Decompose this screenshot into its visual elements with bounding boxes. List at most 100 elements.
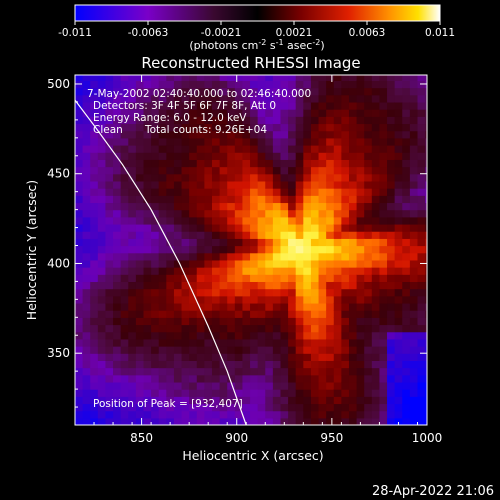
heatmap-cell	[242, 173, 251, 182]
heatmap-cell	[402, 381, 411, 390]
y-tick-label: 350	[47, 346, 70, 360]
heatmap-cell	[189, 137, 198, 146]
heatmap-cell	[387, 109, 396, 117]
heatmap-cell	[326, 295, 335, 304]
heatmap-cell	[82, 302, 91, 311]
heatmap-cell	[387, 252, 396, 261]
heatmap-cell	[173, 331, 183, 340]
heatmap-cell	[333, 137, 342, 146]
heatmap-cell	[280, 159, 289, 168]
heatmap-cell	[280, 396, 289, 405]
heatmap-cell	[364, 216, 373, 225]
heatmap-cell	[356, 173, 365, 182]
heatmap-cell	[189, 252, 198, 261]
heatmap-cell	[371, 152, 381, 160]
heatmap-cell	[227, 173, 236, 182]
heatmap-cell	[90, 267, 99, 275]
heatmap-cell	[196, 403, 205, 412]
heatmap-cell	[310, 381, 320, 390]
heatmap-cell	[189, 331, 198, 340]
heatmap-cell	[341, 223, 350, 232]
colorbar	[74, 4, 441, 22]
heatmap-cell	[181, 252, 190, 261]
heatmap-cell	[326, 374, 335, 383]
heatmap-cell	[113, 159, 122, 168]
heatmap-cell	[356, 417, 365, 425]
heatmap-cell	[242, 238, 251, 247]
heatmap-cell	[181, 75, 190, 81]
heatmap-cell	[379, 94, 388, 103]
heatmap-cell	[409, 381, 419, 390]
heatmap-cell	[173, 410, 183, 419]
heatmap-cell	[341, 173, 350, 182]
heatmap-cell	[295, 396, 304, 405]
heatmap-cell	[356, 374, 365, 383]
heatmap-cell	[135, 403, 145, 412]
heatmap-cell	[82, 374, 91, 383]
heatmap-cell	[82, 223, 91, 232]
heatmap-cell	[211, 259, 221, 268]
heatmap-cell	[75, 152, 84, 160]
heatmap-cell	[90, 360, 99, 369]
heatmap-cell	[166, 209, 175, 218]
heatmap-cell	[303, 202, 312, 211]
heatmap-cell	[120, 75, 129, 81]
heatmap-cell	[265, 252, 274, 261]
heatmap-cell	[173, 180, 183, 189]
heatmap-cell	[318, 346, 327, 354]
heatmap-cell	[333, 403, 342, 412]
heatmap-cell	[318, 245, 327, 254]
heatmap-cell	[379, 123, 388, 132]
heatmap-cell	[219, 389, 228, 397]
heatmap-cell	[181, 324, 190, 333]
heatmap-cell	[242, 209, 251, 218]
x-tick-label: 900	[225, 431, 248, 445]
heatmap-cell	[75, 302, 84, 311]
heatmap-cell	[128, 288, 137, 297]
heatmap-cell	[82, 410, 91, 419]
heatmap-cell	[181, 231, 190, 239]
heatmap-cell	[173, 94, 183, 103]
heatmap-cell	[166, 94, 175, 103]
heatmap-cell	[265, 223, 274, 232]
colorbar-tick-label: -0.0063	[128, 27, 169, 39]
heatmap-cell	[348, 310, 358, 318]
heatmap-cell	[387, 396, 396, 405]
heatmap-cell	[234, 267, 244, 275]
heatmap-cell	[371, 374, 381, 383]
heatmap-cell	[250, 410, 259, 419]
heatmap-cell	[333, 381, 342, 390]
heatmap-cell	[113, 374, 122, 383]
heatmap-cell	[341, 166, 350, 175]
heatmap-cell	[128, 374, 137, 383]
heatmap-cell	[318, 223, 327, 232]
heatmap-cell	[135, 166, 145, 175]
heatmap-cell	[295, 252, 304, 261]
heatmap-cell	[272, 381, 282, 390]
heatmap-cell	[105, 245, 114, 254]
heatmap-cell	[333, 410, 342, 419]
heatmap-cell	[234, 410, 244, 419]
heatmap-cell	[341, 245, 350, 254]
heatmap-cell	[250, 75, 259, 81]
heatmap-cell	[333, 123, 342, 132]
heatmap-cell	[196, 346, 205, 354]
heatmap-cell	[135, 195, 145, 204]
heatmap-cell	[387, 288, 396, 297]
heatmap-cell	[97, 259, 107, 268]
heatmap-cell	[295, 245, 304, 254]
heatmap-cell	[219, 231, 228, 239]
heatmap-cell	[303, 87, 312, 96]
heatmap-cell	[189, 109, 198, 117]
heatmap-cell	[204, 381, 213, 390]
heatmap-cell	[242, 152, 251, 160]
heatmap-cell	[303, 317, 312, 326]
heatmap-cell	[196, 123, 205, 132]
heatmap-cell	[135, 331, 145, 340]
heatmap-cell	[265, 238, 274, 247]
heatmap-cell	[75, 202, 84, 211]
heatmap-cell	[158, 317, 167, 326]
heatmap-cell	[173, 274, 183, 283]
heatmap-cell	[417, 288, 426, 297]
heatmap-cell	[288, 75, 297, 81]
